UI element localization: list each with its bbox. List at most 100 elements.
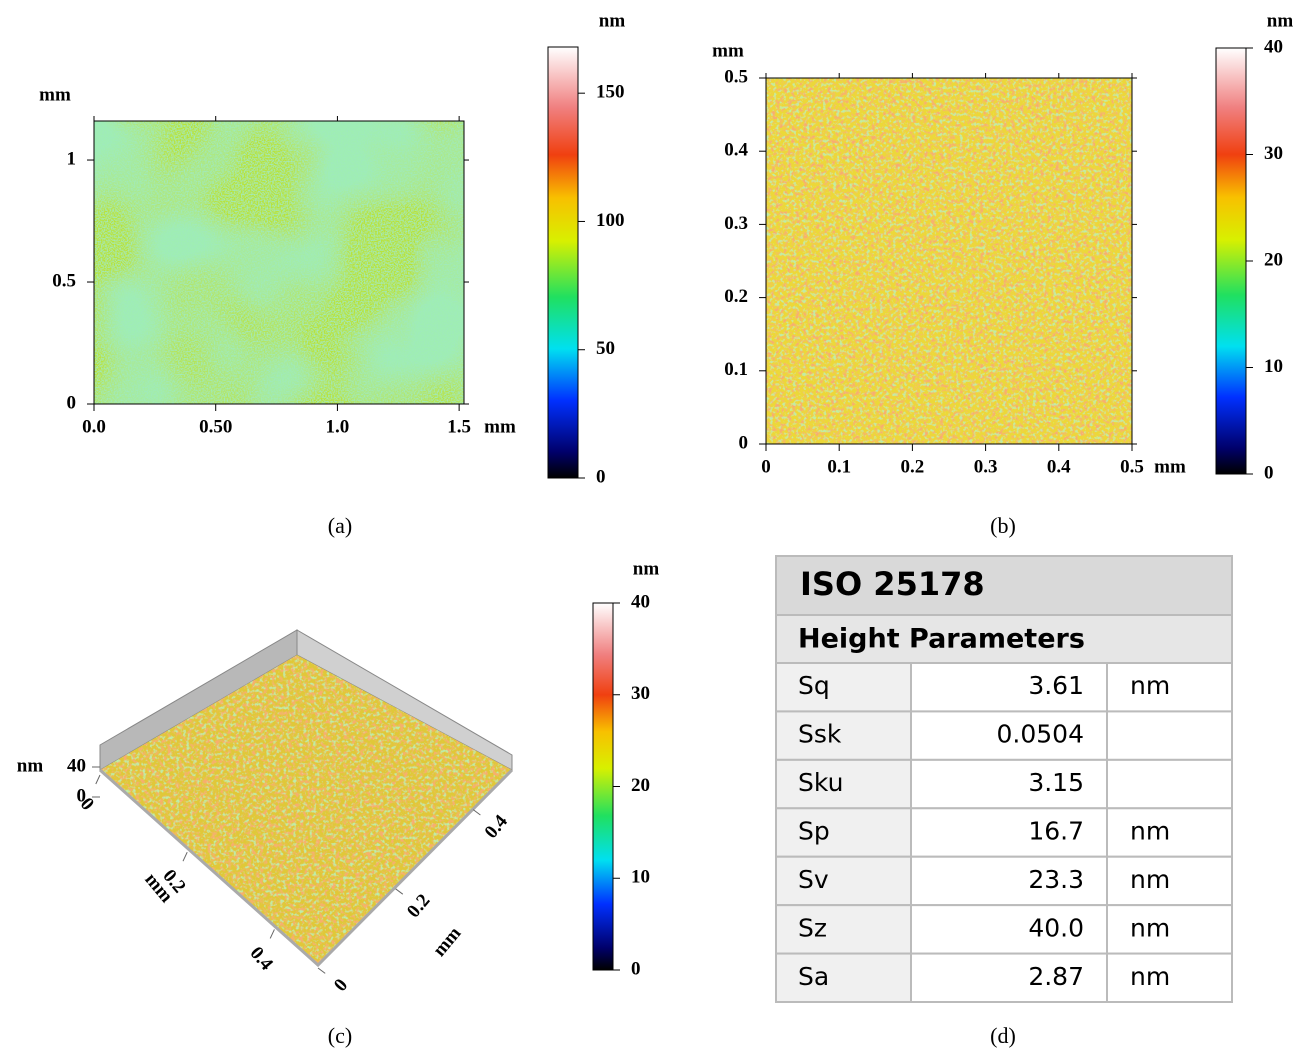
parameter-value: 16.7 [1028, 817, 1084, 846]
parameter-name: Sq [798, 671, 830, 700]
table-subtitle: Height Parameters [798, 624, 1085, 655]
table-name-cell [775, 758, 912, 810]
x-tick-label: 0.1 [827, 456, 851, 477]
x-tick-label: 0.3 [974, 456, 998, 477]
y-tick-label: 0.1 [724, 359, 748, 380]
colorbar-tick-label: 10 [631, 867, 650, 888]
z-tick-label: 0 [77, 785, 87, 806]
plot-frame [765, 77, 1133, 445]
colorbar-unit: nm [1267, 10, 1294, 31]
caption: (b) [990, 513, 1016, 538]
axis-unit: mm [429, 923, 466, 961]
caption: (c) [328, 1023, 352, 1048]
x-tick-label: 1.5 [447, 416, 471, 437]
colorbar-unit: nm [633, 558, 660, 579]
table-value-cell [910, 662, 1108, 713]
parameter-unit: nm [1130, 671, 1170, 700]
colorbar-tick-label: 20 [1264, 249, 1283, 270]
parameter-unit: nm [1130, 817, 1170, 846]
axis-tick-label: 0.4 [246, 943, 278, 975]
colorbar-tick-label: 0 [1264, 462, 1274, 483]
plot-frame [93, 120, 465, 405]
table-value-cell [910, 807, 1108, 858]
parameter-unit: nm [1130, 865, 1170, 894]
colorbar-tick-label: 10 [1264, 356, 1283, 377]
table-unit-cell [1106, 807, 1233, 858]
y-tick-label: 1 [67, 148, 77, 169]
table-name-cell [775, 662, 912, 713]
table-unit-cell [1106, 710, 1233, 761]
colorbar-tick-label: 0 [631, 958, 641, 979]
x-unit: mm [484, 416, 516, 437]
axis-tick-label: 0 [330, 975, 352, 996]
table-value-cell [910, 904, 1108, 955]
parameter-name: Ssk [798, 720, 842, 749]
table-title-row [775, 555, 1233, 616]
surface [100, 655, 512, 965]
colorbar-unit: nm [599, 10, 626, 31]
caption: (d) [990, 1023, 1016, 1048]
colorbar-tick-label: 40 [1264, 36, 1283, 57]
axis-tick [472, 809, 481, 816]
parameter-name: Sz [798, 913, 827, 942]
x-tick-label: 1.0 [326, 416, 350, 437]
colorbar-tick-label: 30 [631, 683, 650, 704]
colorbar-tick-label: 20 [631, 775, 650, 796]
y-tick-label: 0.5 [724, 66, 748, 87]
parameter-unit: nm [1130, 913, 1170, 942]
x-tick-label: 0.5 [1120, 456, 1144, 477]
parameter-name: Sa [798, 962, 829, 991]
parameter-name: Sv [798, 865, 829, 894]
table-title: ISO 25178 [800, 565, 985, 603]
axis-tick [95, 774, 101, 785]
x-unit: mm [1154, 456, 1186, 477]
height-map [94, 121, 464, 404]
y-unit: mm [39, 84, 71, 105]
y-tick-label: 0.2 [724, 286, 748, 307]
table-value-cell [910, 758, 1108, 810]
table-name-cell [775, 710, 912, 761]
x-tick-label: 0.2 [901, 456, 925, 477]
y-unit: mm [712, 40, 744, 61]
axis-tick [182, 851, 188, 862]
axis-tick-label: 0.4 [481, 811, 513, 843]
table-unit-cell [1106, 855, 1233, 907]
colorbar-tick-label: 0 [596, 466, 606, 487]
y-tick-label: 0 [739, 432, 749, 453]
colorbar-tick-label: 50 [596, 338, 615, 359]
x-tick-label: 0.50 [199, 416, 232, 437]
axis-tick-label: 0.2 [403, 890, 434, 922]
colorbar [547, 46, 579, 479]
parameter-value: 2.87 [1028, 962, 1084, 991]
caption: (a) [328, 513, 352, 538]
parameter-name: Sp [798, 817, 830, 846]
x-tick-label: 0.0 [82, 416, 106, 437]
parameter-value: 3.15 [1028, 768, 1084, 797]
table-name-cell [775, 952, 912, 1003]
surface-texture [100, 655, 512, 965]
colorbar-tick-label: 150 [596, 82, 625, 103]
parameter-unit: nm [1130, 962, 1170, 991]
parameter-value: 40.0 [1028, 913, 1084, 942]
colorbar-tick-label: 40 [631, 591, 650, 612]
colorbar-tick-label: 30 [1264, 143, 1283, 164]
z-unit: nm [17, 755, 44, 776]
table-name-cell [775, 807, 912, 858]
height-map [766, 78, 1132, 444]
table-name-cell [775, 855, 912, 907]
colorbar [592, 602, 614, 971]
colorbar-tick-label: 100 [596, 210, 625, 231]
parameter-value: 23.3 [1028, 865, 1084, 894]
colorbar [1215, 47, 1247, 475]
x-tick-label: 0 [761, 456, 771, 477]
parameter-value: 3.61 [1028, 671, 1084, 700]
y-tick-label: 0 [67, 392, 77, 413]
x-tick-label: 0.4 [1047, 456, 1071, 477]
axis-tick [395, 888, 404, 895]
parameter-name: Sku [798, 768, 843, 797]
axis-tick [269, 929, 275, 939]
table-value-cell [910, 710, 1108, 761]
z-tick-label: 40 [67, 755, 86, 776]
table-value-cell [910, 952, 1108, 1003]
